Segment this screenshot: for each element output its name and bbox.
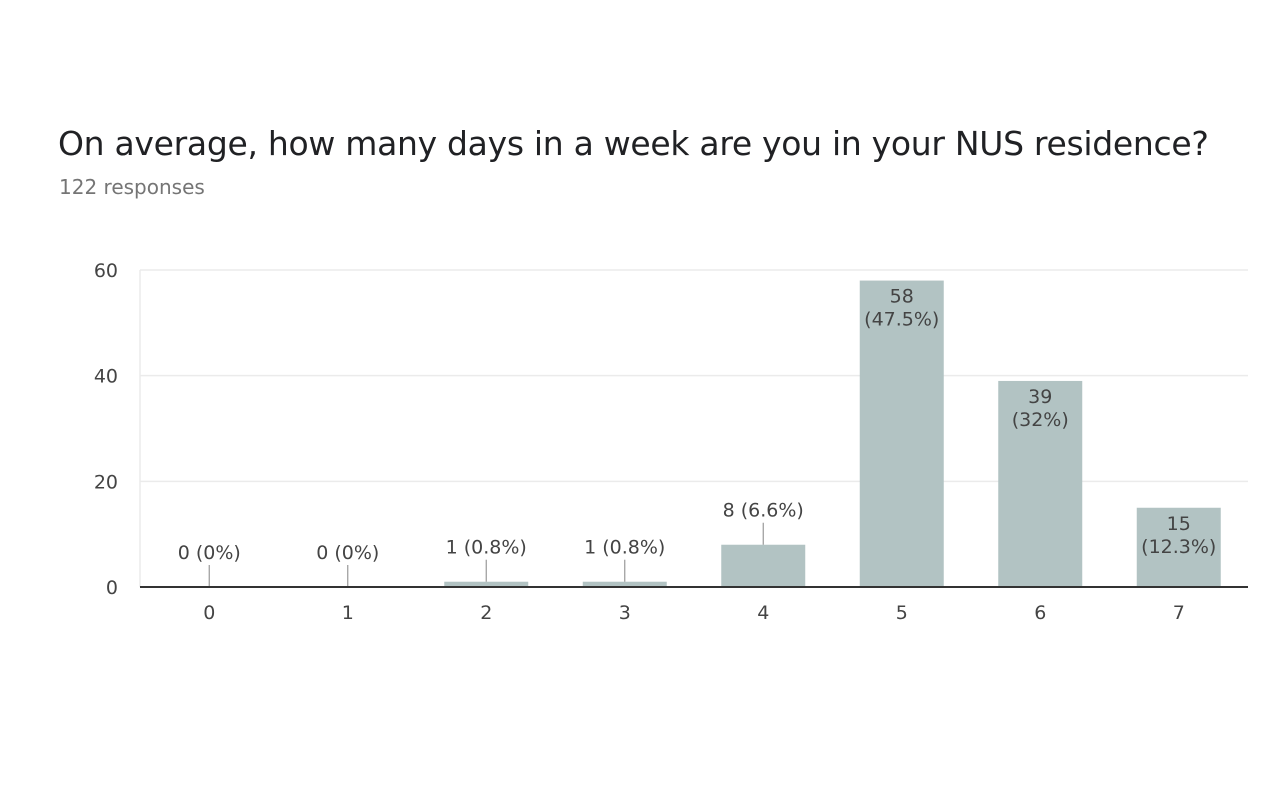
data-label: 1 (0.8%) [446, 537, 527, 559]
data-label: 0 (0%) [178, 542, 241, 564]
x-tick-label: 4 [757, 602, 769, 624]
bar [721, 544, 806, 587]
bar [998, 380, 1083, 587]
y-tick-label: 20 [94, 471, 118, 493]
bar [444, 581, 529, 587]
x-tick-label: 6 [1034, 602, 1046, 624]
data-label: (47.5%) [864, 309, 939, 331]
data-label: 39 [1028, 386, 1052, 408]
data-label: (12.3%) [1141, 536, 1216, 558]
x-tick-label: 2 [480, 602, 492, 624]
data-label: 0 (0%) [316, 542, 379, 564]
question-title: On average, how many days in a week are … [58, 124, 1209, 163]
bar [859, 280, 944, 587]
bar [582, 581, 667, 587]
data-label: 15 [1167, 513, 1191, 535]
x-tick-label: 0 [203, 602, 215, 624]
bar [1136, 507, 1221, 587]
data-label: (32%) [1012, 409, 1069, 431]
x-tick-label: 7 [1173, 602, 1185, 624]
data-label: 1 (0.8%) [584, 537, 665, 559]
x-tick-label: 3 [619, 602, 631, 624]
data-label: 58 [890, 286, 914, 308]
y-tick-label: 60 [94, 260, 118, 282]
data-label: 8 (6.6%) [723, 500, 804, 522]
x-tick-label: 1 [342, 602, 354, 624]
response-count: 122 responses [59, 175, 205, 199]
y-tick-label: 40 [94, 366, 118, 388]
x-tick-label: 5 [896, 602, 908, 624]
y-tick-label: 0 [106, 577, 118, 599]
